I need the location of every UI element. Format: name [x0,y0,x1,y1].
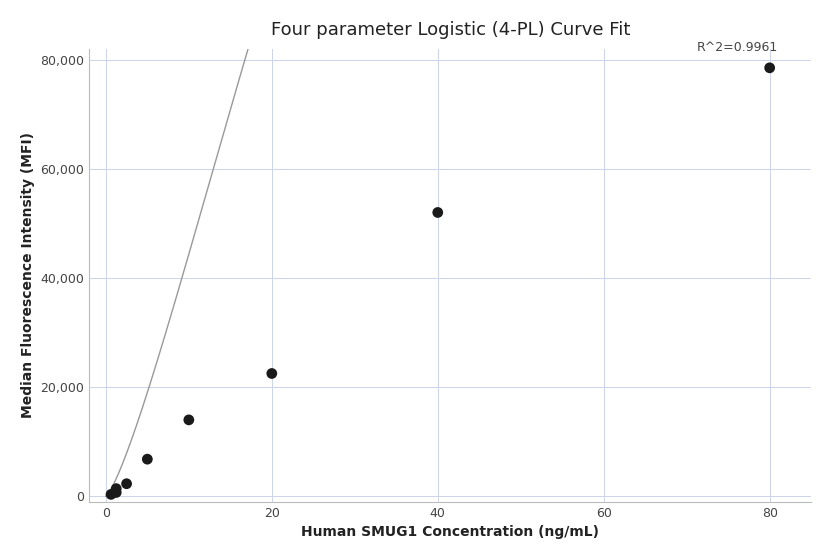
Point [265,369,279,378]
Point [141,455,154,464]
Point [431,208,444,217]
Point [110,488,123,497]
Point [110,484,123,493]
Point [120,479,133,488]
Point [182,416,196,424]
Title: Four parameter Logistic (4-PL) Curve Fit: Four parameter Logistic (4-PL) Curve Fit [270,21,630,39]
Point [104,490,117,499]
Point [763,63,776,72]
Text: R^2=0.9961: R^2=0.9961 [696,41,778,54]
X-axis label: Human SMUG1 Concentration (ng/mL): Human SMUG1 Concentration (ng/mL) [301,525,599,539]
Y-axis label: Median Fluorescence Intensity (MFI): Median Fluorescence Intensity (MFI) [21,132,35,418]
